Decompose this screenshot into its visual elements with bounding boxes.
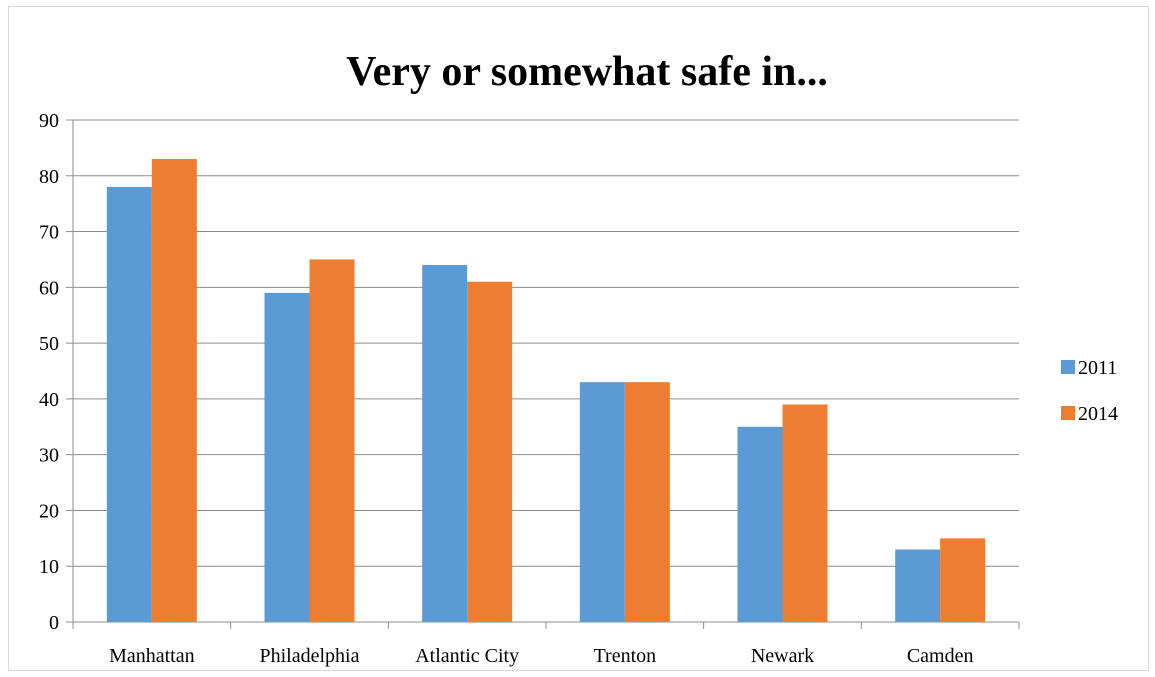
- y-tick-label: 10: [39, 556, 59, 578]
- y-tick-label: 40: [39, 389, 59, 411]
- y-tick-label: 20: [39, 500, 59, 522]
- bar-2011-3: [579, 382, 625, 622]
- bar-2011-2: [422, 265, 468, 622]
- bar-2014-5: [940, 538, 986, 622]
- x-category-label: Manhattan: [109, 645, 195, 667]
- bar-2014-2: [467, 281, 513, 622]
- y-tick-label: 70: [39, 222, 59, 244]
- bar-2011-1: [264, 292, 310, 622]
- axis-labels: 0 10 20 30 40 50 60 70 80 90 Manhattan Philadelphia…: [39, 110, 973, 667]
- y-tick-label: 80: [39, 166, 59, 188]
- bar-2014-0: [151, 159, 197, 623]
- x-category-label: Atlantic City: [415, 645, 519, 667]
- x-category-label: Newark: [751, 645, 814, 667]
- bar-2014-1: [309, 259, 355, 622]
- y-tick-label: 0: [49, 612, 59, 634]
- legend: 2011 2014: [1061, 357, 1118, 425]
- bar-2011-5: [895, 549, 941, 622]
- axes: [66, 119, 1020, 629]
- bar-2011-0: [106, 186, 152, 622]
- y-tick-label: 60: [39, 277, 59, 299]
- y-tick-label: 30: [39, 445, 59, 467]
- x-category-label: Philadelphia: [260, 645, 360, 667]
- chart-frame: Very or somewhat safe in... 0 10 20 30 40 50 6…: [8, 6, 1149, 671]
- y-tick-label: 90: [39, 110, 59, 132]
- x-category-label: Camden: [907, 645, 974, 667]
- legend-label: 2011: [1078, 357, 1117, 379]
- legend-label: 2014: [1078, 403, 1118, 425]
- legend-swatch-2011: [1061, 360, 1075, 374]
- chart-title: Very or somewhat safe in...: [346, 49, 828, 95]
- bar-2014-3: [624, 382, 670, 622]
- bars: [106, 159, 986, 623]
- y-tick-label: 50: [39, 333, 59, 355]
- legend-swatch-2014: [1061, 406, 1075, 420]
- gridlines: [73, 119, 1019, 567]
- bar-chart: Very or somewhat safe in... 0 10 20 30 40 50 6…: [39, 49, 1118, 667]
- bar-2014-4: [782, 404, 828, 622]
- x-category-label: Trenton: [594, 645, 657, 667]
- bar-2011-4: [737, 426, 783, 622]
